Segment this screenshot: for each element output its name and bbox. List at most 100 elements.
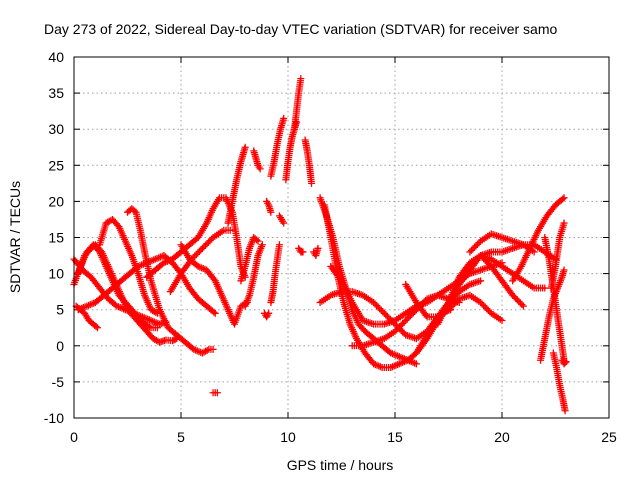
data-point — [203, 240, 211, 248]
y-tick-label: 40 — [48, 49, 64, 65]
y-tick-label: 10 — [48, 266, 64, 282]
plot-frame — [73, 56, 610, 419]
data-point — [393, 326, 401, 334]
data-point — [420, 298, 428, 306]
data-point — [280, 114, 288, 122]
series-arc-07 — [124, 205, 217, 357]
series-arc-18 — [267, 114, 288, 180]
data-point — [530, 248, 538, 256]
data-point — [92, 323, 100, 331]
data-point — [258, 241, 266, 249]
data-point — [201, 241, 209, 249]
data-point — [469, 259, 477, 267]
data-point — [376, 305, 384, 313]
y-tick-label: 20 — [48, 193, 64, 209]
series-arc-41 — [558, 356, 570, 368]
y-tick-label: 30 — [48, 121, 64, 137]
data-point — [408, 310, 416, 318]
data-point — [478, 253, 486, 261]
series-arc-23 — [295, 244, 307, 256]
series-arc-35 — [455, 252, 527, 310]
data-point — [197, 246, 205, 254]
data-point — [405, 313, 413, 321]
data-point — [256, 165, 264, 173]
data-point — [253, 236, 261, 244]
y-tick-label: 0 — [56, 338, 64, 354]
data-point — [226, 226, 234, 234]
series-arc-19 — [267, 241, 283, 306]
data-point — [379, 308, 387, 316]
data-point — [481, 256, 489, 264]
data-point — [412, 306, 420, 314]
data-point — [380, 309, 388, 317]
data-point — [195, 247, 203, 255]
data-point — [198, 244, 206, 252]
data-point — [391, 327, 399, 335]
series-arc-20 — [275, 212, 288, 227]
data-point — [469, 245, 477, 253]
data-point — [470, 258, 478, 266]
data-point — [406, 312, 414, 320]
data-point — [371, 300, 379, 308]
data-point — [483, 305, 491, 313]
series-arc-03 — [74, 241, 181, 346]
data-point — [561, 359, 569, 367]
series-arc-06 — [96, 215, 161, 317]
data-point — [213, 389, 221, 397]
y-axis-title: SDTVAR / TECUs — [7, 181, 23, 293]
data-point — [559, 195, 567, 203]
data-point — [200, 243, 208, 251]
y-tick-label: -5 — [52, 374, 65, 390]
data-point — [561, 407, 569, 415]
series-arc-39 — [547, 219, 568, 292]
data-point — [560, 219, 568, 227]
series-arc-17 — [263, 197, 275, 216]
data-point — [474, 255, 482, 263]
x-tick-label: 15 — [387, 429, 403, 445]
series-arc-15 — [250, 147, 264, 173]
data-point — [477, 252, 485, 260]
data-point — [297, 75, 305, 83]
plot-series — [70, 75, 570, 415]
axis-ticks: 0 5 10 15 20 25 -10 -5 0 5 10 15 20 25 30 35 40 — [44, 49, 617, 445]
data-point — [206, 237, 214, 245]
data-point — [411, 307, 419, 315]
series-arc-22 — [290, 75, 305, 133]
data-point — [452, 298, 460, 306]
data-point — [477, 277, 485, 285]
chart-title: Day 273 of 2022, Sidereal Day-to-day VTE… — [44, 21, 557, 37]
x-tick-label: 5 — [177, 429, 185, 445]
data-point — [509, 291, 517, 299]
y-tick-label: -10 — [44, 410, 64, 426]
data-point — [211, 309, 219, 317]
data-point — [394, 324, 402, 332]
data-point — [396, 323, 404, 331]
data-point — [541, 284, 549, 292]
data-point — [299, 248, 307, 256]
series-arc-40 — [549, 349, 569, 415]
data-point — [510, 293, 518, 301]
data-point — [560, 194, 568, 202]
data-point — [203, 346, 211, 354]
data-point — [466, 248, 474, 256]
data-point — [191, 252, 199, 260]
data-point — [474, 240, 482, 248]
data-point — [560, 266, 568, 274]
x-tick-label: 0 — [70, 429, 78, 445]
data-point — [498, 317, 506, 325]
data-point — [402, 317, 410, 325]
data-point — [377, 306, 385, 314]
data-point — [519, 302, 527, 310]
y-tick-label: 35 — [48, 85, 64, 101]
series-arc-24 — [301, 136, 316, 187]
data-point — [280, 219, 288, 227]
data-point — [399, 328, 407, 336]
data-point — [467, 261, 475, 269]
data-point — [483, 258, 491, 266]
data-point — [308, 179, 316, 187]
data-point — [267, 208, 275, 216]
series-arc-21 — [282, 118, 301, 184]
data-point — [515, 297, 523, 305]
data-point — [484, 259, 492, 267]
